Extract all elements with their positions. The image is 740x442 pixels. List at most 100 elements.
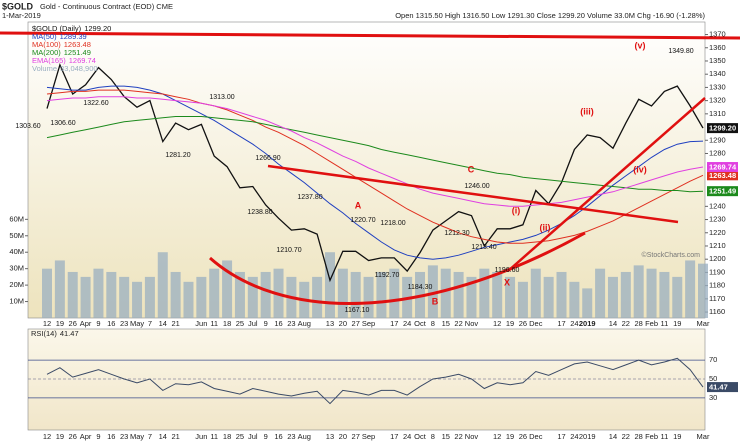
x-tick-label: Nov <box>465 432 479 441</box>
x-tick-label: Dec <box>529 432 543 441</box>
y-tick-label: 1240 <box>709 201 726 210</box>
y-tick-label: 1360 <box>709 43 726 52</box>
y-tick-label: 1350 <box>709 56 726 65</box>
price-panel <box>27 21 706 319</box>
annotation: 1246.00 <box>464 183 489 190</box>
x-tick-label: 26 <box>69 319 77 328</box>
volume-bar <box>106 271 117 318</box>
volume-bar <box>54 260 65 318</box>
x-tick-label: 25 <box>236 432 244 441</box>
volume-bar <box>530 268 541 318</box>
volume-bar <box>685 260 696 318</box>
x-tick-label: Jul <box>248 432 258 441</box>
annotation: 1210.70 <box>276 247 301 254</box>
y2-tick-label: 20M <box>9 280 24 289</box>
volume-bar <box>312 276 323 318</box>
volume-bar <box>427 265 438 318</box>
x-tick-label: 22 <box>454 432 462 441</box>
volume-bar <box>67 271 78 318</box>
trend-line <box>507 97 706 272</box>
x-tick-label: 23 <box>120 432 128 441</box>
x-tick-label: 22 <box>622 319 630 328</box>
annotation: (ii) <box>540 222 551 232</box>
x-tick-label: 16 <box>107 432 115 441</box>
y-tick-label: 1200 <box>709 254 726 263</box>
volume-bar <box>466 276 477 318</box>
x-tick-label: 21 <box>171 319 179 328</box>
annotation: C <box>468 164 475 174</box>
y2-tick-label: 10M <box>9 297 24 306</box>
volume-bar <box>376 271 387 318</box>
x-tick-label: 14 <box>609 319 617 328</box>
x-tick-label: 25 <box>236 319 244 328</box>
volume-bar <box>389 268 400 318</box>
volume-bar <box>517 281 528 318</box>
volume-bar <box>170 271 181 318</box>
x-tick-label: 18 <box>223 432 231 441</box>
x-tick-label: May <box>130 432 144 441</box>
y-tick-label: 1180 <box>709 281 725 290</box>
x-tick-label: 22 <box>454 319 462 328</box>
x-tick-label: Apr <box>80 432 92 441</box>
x-tick-label: Feb <box>645 432 658 441</box>
legend-name: Volume <box>32 64 57 73</box>
annotation: 1281.20 <box>165 152 190 159</box>
x-tick-label: Jul <box>248 319 258 328</box>
x-tick-label: 8 <box>431 319 435 328</box>
annotation: B <box>432 296 439 306</box>
y-tick-label: 1210 <box>709 241 726 250</box>
annotation: (iv) <box>633 164 647 174</box>
series-line <box>46 116 704 193</box>
x-tick-label: 28 <box>635 432 643 441</box>
y-tick-label: 1370 <box>709 30 726 39</box>
y-tick-label: 50 <box>709 374 717 383</box>
annotation: (v) <box>635 40 646 50</box>
resistance-line <box>0 31 740 40</box>
x-tick-label: 9 <box>96 432 100 441</box>
volume-bar <box>350 271 361 318</box>
volume-bar <box>556 271 567 318</box>
x-tick-label: 24 <box>403 432 411 441</box>
y-tick-label: 1290 <box>709 135 726 144</box>
x-tick-label: 28 <box>635 319 643 328</box>
y-tick-label: 1330 <box>709 82 726 91</box>
value-tag <box>707 162 738 173</box>
volume-bar <box>440 268 451 318</box>
rsi-panel <box>27 328 706 431</box>
volume-bar <box>196 276 207 318</box>
x-tick-label: 23 <box>287 319 295 328</box>
x-tick-label: 13 <box>326 432 334 441</box>
legend-name: $GOLD (Daily) <box>32 24 82 33</box>
annotation: 1237.80 <box>297 194 322 201</box>
y-tick-label: 70 <box>709 355 717 364</box>
annotation: 1322.60 <box>83 100 108 107</box>
value-tag <box>707 186 738 197</box>
x-tick-label: 19 <box>56 319 64 328</box>
x-tick-label: 17 <box>390 432 398 441</box>
value-tag <box>707 382 738 393</box>
annotation: 1184.30 <box>408 284 433 291</box>
x-tick-label: 2019 <box>579 319 596 328</box>
y-tick-label: 1170 <box>709 294 725 303</box>
x-tick-label: Sep <box>362 432 375 441</box>
value-tag-label: 41.47 <box>709 383 728 392</box>
x-tick-label: Mar <box>697 432 710 441</box>
volume-bar <box>659 271 670 318</box>
annotation: 1192.70 <box>375 272 400 279</box>
annotation: 1220.70 <box>350 217 375 224</box>
annotation: X <box>504 277 510 287</box>
volume-bar <box>337 268 348 318</box>
volume-bar <box>234 271 245 318</box>
volume-bar <box>479 268 490 318</box>
volume-bar <box>543 276 554 318</box>
x-tick-label: 26 <box>519 319 527 328</box>
legend-name: EMA(165) <box>32 56 66 65</box>
y-tick-label: 1230 <box>709 215 726 224</box>
volume-bar <box>260 271 271 318</box>
volume-bar <box>93 268 104 318</box>
rsi-title: RSI(14) <box>31 329 57 338</box>
x-tick-label: 20 <box>339 432 347 441</box>
x-tick-label: Oct <box>414 319 427 328</box>
